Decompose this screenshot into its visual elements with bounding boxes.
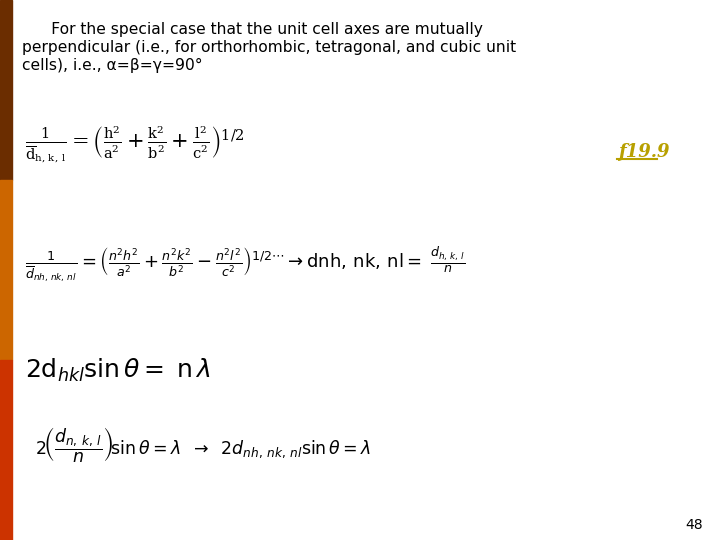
Text: f19.9: f19.9 — [618, 143, 670, 161]
Text: For the special case that the unit cell axes are mutually: For the special case that the unit cell … — [22, 22, 483, 37]
Text: $\mathdefault{\frac{1}{\overline{d}_{h,\,k,\,l}} = \left(\frac{h^2}{a^2} + \frac: $\mathdefault{\frac{1}{\overline{d}_{h,\… — [25, 125, 245, 165]
Bar — [0, 0, 12, 180]
Bar — [0, 360, 12, 540]
Text: perpendicular (i.e., for orthorhombic, tetragonal, and cubic unit: perpendicular (i.e., for orthorhombic, t… — [22, 40, 516, 55]
Bar — [0, 180, 12, 360]
Text: $\frac{1}{\overline{d}_{nh,\,nk,\,nl}} = \left(\frac{n^2h^2}{a^2} + \frac{n^2k^2: $\frac{1}{\overline{d}_{nh,\,nk,\,nl}} =… — [25, 246, 465, 285]
Text: $2\!\left(\dfrac{d_{n,\,k,\,l}}{n}\right)\!\sin\theta = \lambda \;\; \rightarrow: $2\!\left(\dfrac{d_{n,\,k,\,l}}{n}\right… — [35, 426, 372, 464]
Text: 48: 48 — [685, 518, 703, 532]
Text: $\mathrm{2d}_{hkl}\mathrm{sin}\,\theta\mathrm{ = \; n}\,\lambda$: $\mathrm{2d}_{hkl}\mathrm{sin}\,\theta\m… — [25, 356, 210, 383]
Text: cells), i.e., α=β=γ=90°: cells), i.e., α=β=γ=90° — [22, 58, 202, 73]
